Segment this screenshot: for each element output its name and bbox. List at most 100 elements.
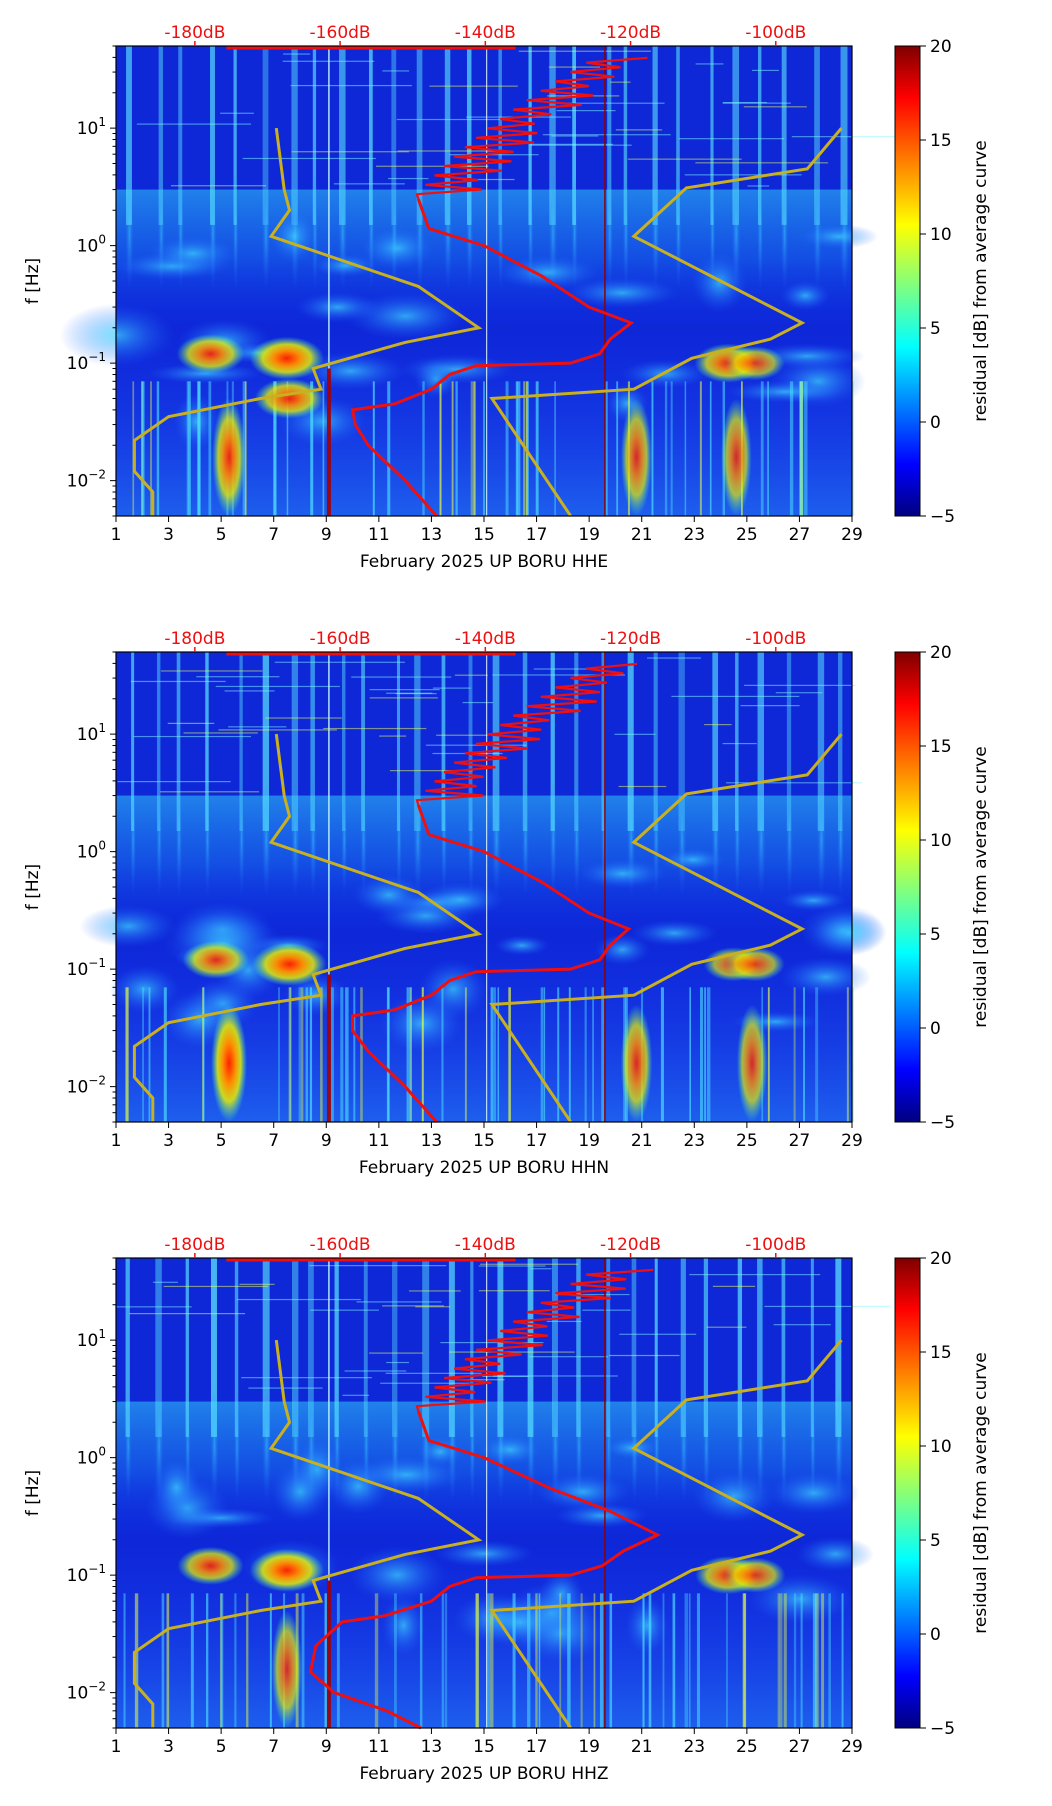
heatmap-noise-line	[239, 1283, 275, 1285]
heatmap-noise-line	[695, 63, 724, 65]
heatmap-streak	[125, 1258, 130, 1437]
x-tick-label: 29	[841, 1131, 863, 1151]
heatmap-lf-streak	[409, 987, 412, 1122]
colorbar-tick-label: −5	[930, 507, 955, 527]
heatmap-lf-streak	[490, 1593, 494, 1728]
y-tick-label: 10−2	[67, 1074, 106, 1098]
heatmap-streak-glow	[626, 780, 636, 899]
heatmap-noise-line	[241, 1377, 372, 1379]
heatmap-warm-blob	[249, 1548, 325, 1592]
colorbar-gradient	[894, 651, 921, 1123]
heatmap-streak-glow	[756, 780, 766, 899]
heatmap-noise-line	[743, 106, 807, 108]
heatmap-hf-noise	[136, 50, 899, 187]
x-tick-label: 29	[841, 1737, 863, 1757]
heatmap-haze-cloud	[564, 277, 680, 308]
heatmap-streak	[607, 46, 612, 225]
heatmap-noise-line	[764, 1305, 891, 1308]
heatmap-haze-cloud	[625, 1596, 669, 1655]
heatmap-streak-glow	[233, 1386, 241, 1505]
heatmap-lf-streak	[487, 1593, 491, 1728]
heatmap-noise-line	[130, 680, 226, 683]
heatmap-streak	[732, 46, 740, 225]
x-axis-label: February 2025 UP BORU HHN	[359, 1158, 609, 1178]
heatmap-haze-cloud	[434, 1540, 534, 1567]
heatmap-noise-line	[242, 157, 376, 160]
heatmap-lf-streak	[815, 1593, 819, 1728]
heatmap-lf-streak	[508, 987, 511, 1122]
heatmap-lf-streak	[186, 381, 190, 516]
heatmap-streak	[470, 1258, 474, 1437]
heatmap-haze-cloud	[796, 1536, 875, 1572]
heatmap-lf-streak	[815, 987, 819, 1122]
heatmap-lf-streak	[444, 1593, 448, 1728]
heatmap-lf-streak	[767, 987, 770, 1122]
x-tick-label: 3	[163, 525, 174, 545]
heatmap-streak-glow	[204, 780, 211, 899]
heatmap-lf-streak	[580, 1593, 583, 1728]
heatmap-lf-streak	[148, 987, 151, 1122]
heatmap-lf-streak	[483, 381, 486, 516]
heatmap-noise-line	[385, 1372, 482, 1374]
db-tick-label: -180dB	[164, 23, 225, 43]
x-tick-label: 3	[163, 1737, 174, 1757]
heatmap-streak-glow	[290, 780, 301, 899]
x-tick-label: 17	[526, 1737, 548, 1757]
heatmap-haze-cloud	[346, 292, 465, 340]
colorbar-gradient	[894, 1257, 921, 1729]
heatmap-lf-streak	[540, 987, 544, 1122]
heatmap-lf-streak	[490, 987, 493, 1122]
colorbar-label: residual [dB] from average curve	[971, 746, 991, 1027]
heatmap-lf-streak	[672, 1593, 676, 1728]
heatmap-streak	[623, 46, 628, 225]
red-psd-spikes	[415, 662, 638, 806]
heatmap-streak	[444, 46, 451, 225]
heatmap-streak	[550, 652, 555, 831]
heatmap-streak-glow	[154, 1386, 164, 1505]
heatmap-streak-glow	[261, 174, 271, 293]
heatmap-lf-streak	[557, 987, 560, 1122]
heatmap-lf-streak	[208, 381, 212, 516]
heatmap-noise-line	[215, 685, 340, 688]
heatmap-lf-streak	[851, 381, 855, 516]
heatmap-streak	[368, 46, 373, 225]
heatmap-streak-glow	[184, 1386, 191, 1505]
heatmap-streak-glow	[600, 780, 608, 899]
heatmap-noise-line	[436, 734, 488, 736]
x-tick-label: 13	[421, 1737, 443, 1757]
heatmap-streak-glow	[155, 780, 163, 899]
heatmap-streak-glow	[338, 174, 348, 293]
heatmap-lf-streak	[234, 1593, 237, 1728]
x-tick-label: 5	[216, 1737, 227, 1757]
heatmap-haze-cloud	[631, 919, 718, 947]
heatmap-streak	[527, 1258, 534, 1437]
heatmap-lf-streak	[298, 987, 301, 1122]
heatmap-noise-line	[618, 785, 667, 788]
heatmap-noise-line	[747, 185, 770, 187]
x-tick-label: 11	[368, 525, 390, 545]
y-tick-label: 101	[77, 1327, 106, 1351]
x-tick-label: 5	[216, 1131, 227, 1151]
db-tick-label: -160dB	[310, 23, 371, 43]
heatmap-streak	[814, 46, 820, 225]
heatmap-noise-line	[582, 1309, 631, 1311]
heatmap-lf-streak	[244, 381, 247, 516]
heatmap-lf-streak	[783, 1593, 787, 1728]
heatmap-lf-streak	[161, 1593, 165, 1728]
heatmap-noise-line	[382, 70, 410, 72]
heatmap-noise-line	[117, 780, 231, 783]
heatmap-lf-streak	[670, 381, 673, 516]
heatmap-warm-blob	[271, 1610, 303, 1728]
heatmap-streak	[680, 1258, 686, 1437]
heatmap-streak-glow	[780, 174, 789, 293]
heatmap-noise-line	[309, 1265, 447, 1267]
heatmap-warm-blob	[721, 398, 752, 516]
heatmap-streak-glow	[780, 1386, 788, 1505]
heatmap-lf-streak	[527, 1593, 531, 1728]
heatmap-lf-streak	[441, 1593, 444, 1728]
heatmap-streak-glow	[709, 174, 716, 293]
heatmap-noise-line	[546, 1320, 582, 1323]
x-tick-label: 11	[368, 1131, 390, 1151]
heatmap-noise-line	[218, 729, 337, 731]
heatmap-streak	[414, 652, 421, 831]
